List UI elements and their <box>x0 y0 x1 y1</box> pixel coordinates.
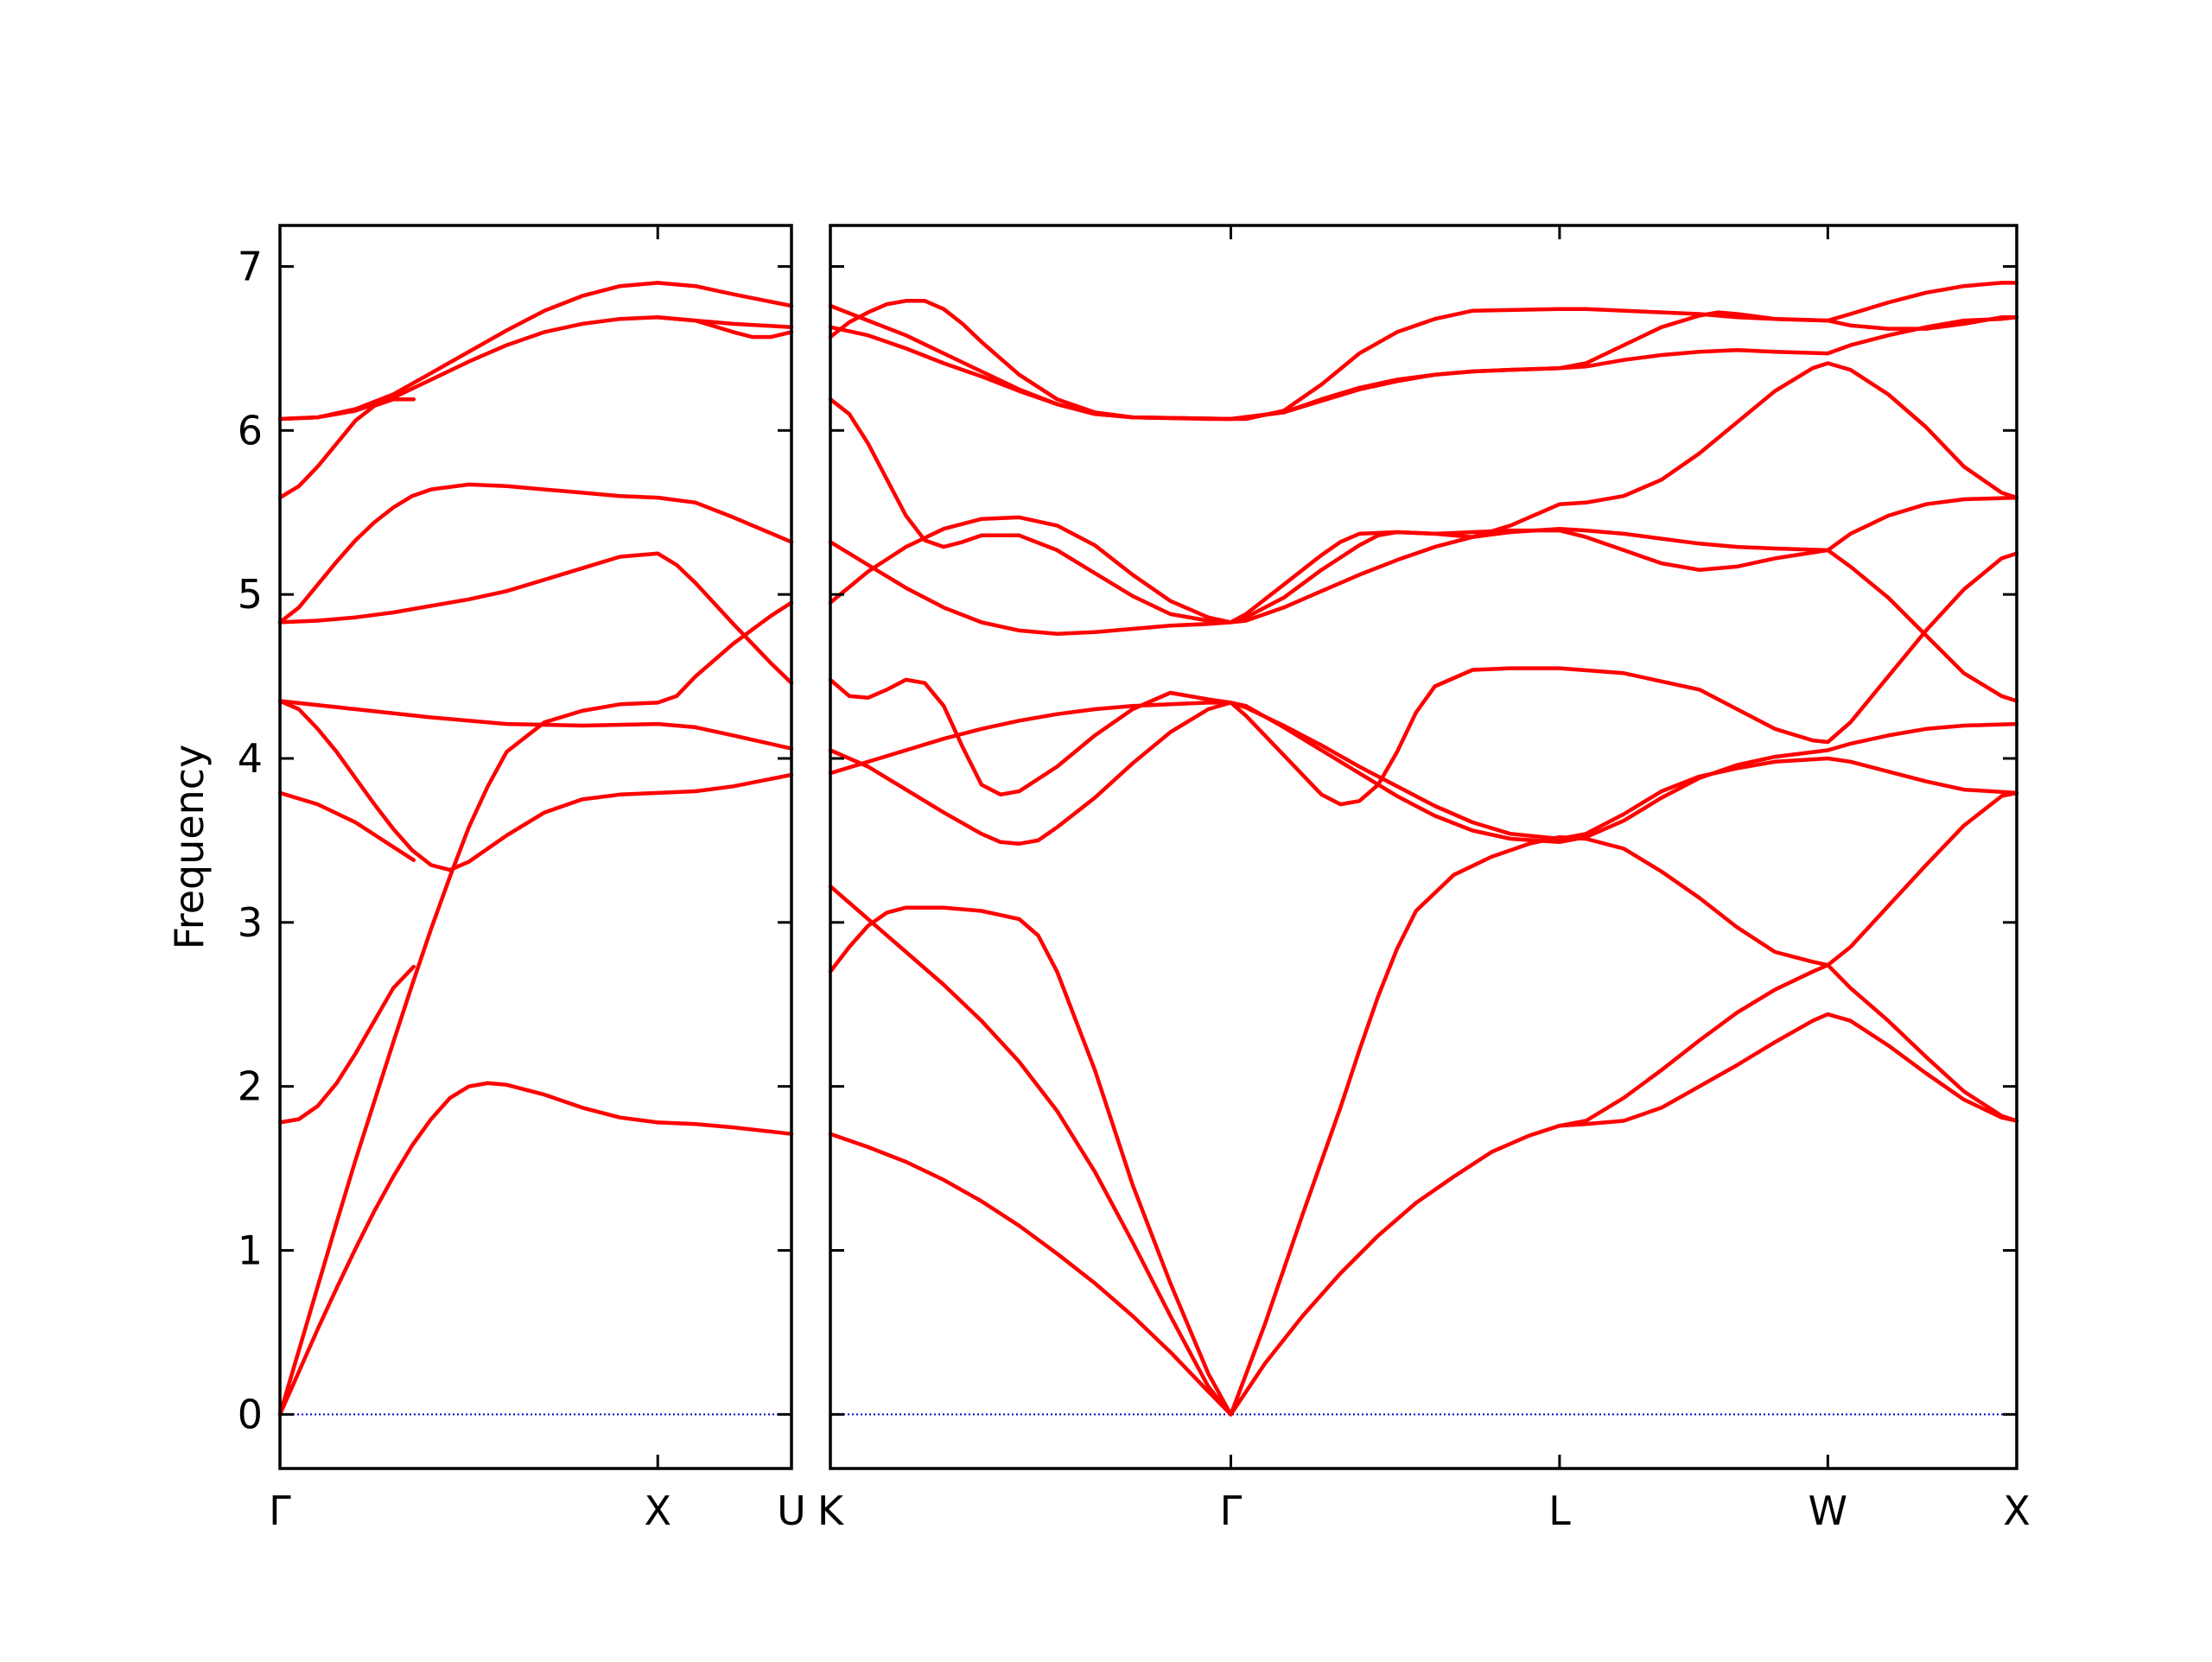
band-line-panel-1-8 <box>277 964 416 1125</box>
x-tick-label-panel-1-1: X <box>644 1488 671 1534</box>
band-line-panel-2-6 <box>1557 962 2019 1128</box>
band-line-panel-1-2 <box>277 600 794 1417</box>
x-tick-label-panel-1-0: Γ <box>269 1488 291 1534</box>
y-tick-label-4: 4 <box>238 735 263 782</box>
band-line-panel-1-12 <box>655 315 794 339</box>
y-axis-label: Frequency <box>166 745 213 950</box>
band-line-panel-2-2 <box>828 884 1233 1417</box>
plot-frame-panel-1 <box>278 224 793 1470</box>
y-tick-label-2: 2 <box>238 1063 263 1110</box>
band-line-panel-1-4 <box>277 699 794 751</box>
x-tick-label-panel-2-2: L <box>1548 1488 1571 1534</box>
y-tick-label-5: 5 <box>238 571 263 618</box>
x-tick-label-panel-2-4: X <box>2003 1488 2031 1534</box>
band-line-panel-2-13 <box>828 299 2019 422</box>
band-line-panel-1-5 <box>277 551 794 685</box>
band-line-panel-2-11 <box>828 361 2019 636</box>
x-tick-label-panel-2-1: Γ <box>1220 1488 1243 1534</box>
band-line-panel-2-8 <box>828 701 2019 841</box>
band-line-panel-1-6 <box>277 482 794 625</box>
band-line-panel-2-5 <box>1229 790 2019 1417</box>
y-tick-label-3: 3 <box>238 899 263 946</box>
band-line-panel-2-3 <box>828 905 1233 1417</box>
band-line-panel-1-1 <box>277 1081 794 1417</box>
band-line-panel-2-7 <box>828 701 2019 846</box>
band-line-panel-1-11 <box>277 315 794 422</box>
band-line-panel-1-3 <box>277 699 794 872</box>
plot-frame-panel-2 <box>829 224 2018 1470</box>
band-line-panel-2-10 <box>828 515 2019 703</box>
x-tick-label-panel-1-2: U <box>777 1488 806 1534</box>
band-line-panel-2-12 <box>828 396 2019 625</box>
y-tick-label-0: 0 <box>238 1391 263 1437</box>
y-tick-label-7: 7 <box>238 243 263 289</box>
y-tick-label-6: 6 <box>238 407 263 454</box>
band-line-panel-2-4 <box>1229 1012 2019 1417</box>
band-line-panel-1-10 <box>277 281 794 422</box>
y-tick-label-1: 1 <box>238 1227 263 1274</box>
band-line-panel-2-1 <box>828 1132 1233 1417</box>
x-tick-label-panel-2-0: K <box>817 1488 845 1534</box>
band-line-panel-2-15 <box>828 315 2019 422</box>
x-tick-label-panel-2-3: W <box>1808 1488 1847 1534</box>
band-line-panel-1-7 <box>277 790 416 862</box>
band-line-panel-2-9 <box>828 551 2019 807</box>
